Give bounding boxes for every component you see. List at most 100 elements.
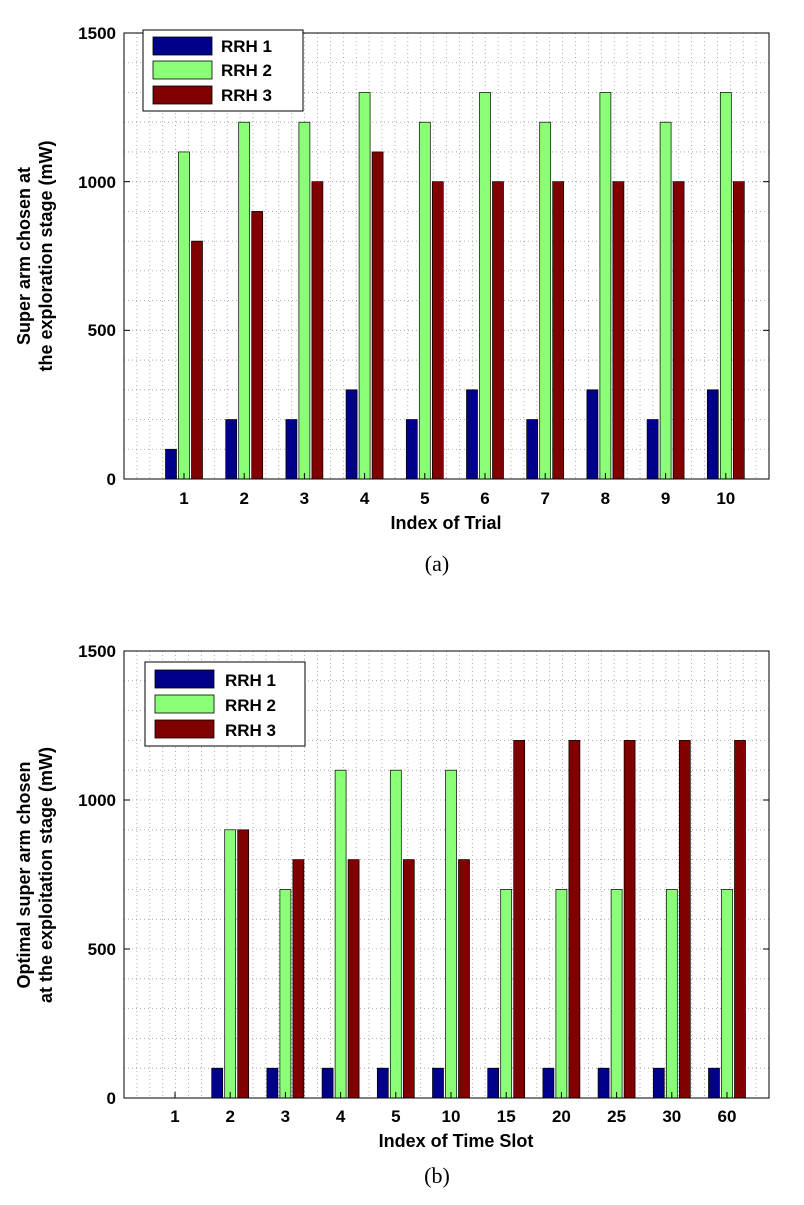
chart-a-legend-label-rrh2: RRH 2 (221, 61, 272, 80)
chart-a-y-tick-0: 0 (107, 470, 116, 489)
chart-a-bar-rrh1-10 (706, 389, 719, 480)
chart-b-y-axis-label-line1: Optimal super arm chosen (14, 761, 34, 988)
chart-a-x-ticklabel-10: 10 (716, 489, 735, 508)
chart-b-bar-rrh3-4 (347, 859, 360, 1099)
chart-b-y-tick-1500: 1500 (78, 642, 116, 661)
chart-b-legend-label-rrh3: RRH 3 (225, 721, 276, 740)
chart-a-x-ticklabel-6: 6 (480, 489, 489, 508)
chart-b-x-ticklabel-2: 2 (225, 1107, 234, 1126)
chart-b-x-ticklabel-3: 3 (281, 1107, 290, 1126)
chart-b-bar-rrh3-3 (292, 859, 305, 1099)
chart-b-x-ticklabel-15: 15 (497, 1107, 516, 1126)
chart-b-legend-swatch-rrh1 (154, 669, 215, 689)
chart-a-x-ticklabel-2: 2 (239, 489, 248, 508)
chart-a-bar-rrh1-6 (466, 389, 478, 480)
chart-a-bar-rrh2-3 (298, 121, 311, 480)
chart-b-bars (211, 740, 746, 1099)
chart-a-x-ticklabel-1: 1 (179, 489, 188, 508)
chart-a-x-axis-label: Index of Trial (390, 513, 501, 533)
chart-b-x-ticklabel-1: 1 (170, 1107, 179, 1126)
chart-b-bar-rrh2-25 (610, 889, 623, 1099)
chart-b-bar-rrh3-15 (513, 740, 526, 1099)
chart-a-bar-rrh2-1 (178, 151, 190, 480)
chart-b-plot-frame (123, 650, 770, 1099)
chart-a-x-ticklabel-5: 5 (420, 489, 429, 508)
chart-b-y-tick-1000: 1000 (78, 791, 116, 810)
chart-b-bar-rrh1-15 (487, 1067, 500, 1099)
chart-b-y-tick-0: 0 (107, 1089, 116, 1108)
chart-b-bar-rrh1-2 (211, 1067, 224, 1099)
chart-a-bar-rrh1-8 (586, 389, 599, 480)
chart-b-bar-rrh3-10 (458, 859, 470, 1099)
chart-a-bar-rrh1-3 (285, 419, 298, 480)
chart-b-bar-rrh2-3 (279, 889, 292, 1099)
chart-a-bar-rrh2-9 (659, 121, 672, 480)
chart-a-bar-rrh2-7 (539, 121, 552, 480)
chart-a-legend-swatch-rrh3 (152, 85, 213, 105)
chart-a-x-ticklabel-4: 4 (360, 489, 370, 508)
chart-b-legend-swatch-rrh3 (154, 719, 215, 739)
chart-b-bar-rrh1-10 (432, 1067, 444, 1099)
chart-b-bar-rrh1-25 (597, 1067, 610, 1099)
chart-a-bar-rrh3-7 (552, 181, 565, 480)
chart-b-bar-rrh1-3 (266, 1067, 279, 1099)
chart-a-bar-rrh3-8 (612, 181, 625, 480)
chart-b-y-axis-label-line2: at the exploitation stage (mW) (36, 747, 56, 1003)
chart-a-legend-swatch-rrh1 (152, 36, 213, 56)
chart-a-legend: RRH 1 RRH 2 RRH 3 (142, 29, 304, 112)
chart-a-bar-rrh1-1 (165, 448, 177, 480)
chart-b-x-ticklabel-5: 5 (391, 1107, 400, 1126)
chart-b-legend-swatch-rrh2 (154, 694, 215, 714)
chart-b-bar-rrh2-4 (334, 769, 347, 1099)
chart-a-y-tick-1000: 1000 (78, 173, 116, 192)
chart-b-bar-rrh1-60 (708, 1067, 720, 1099)
chart-b-bar-rrh1-20 (542, 1067, 555, 1099)
chart-b-x-ticklabel-25: 25 (607, 1107, 626, 1126)
chart-a-bar-rrh2-8 (599, 92, 612, 480)
chart-a-legend-swatch-rrh2 (152, 60, 213, 80)
chart-b-ticks (124, 650, 769, 1099)
chart-a-bar-rrh3-2 (251, 211, 264, 480)
chart-a-bar-rrh2-2 (238, 121, 251, 480)
chart-b-x-ticklabel-60: 60 (718, 1107, 737, 1126)
chart-b-bar-rrh3-60 (734, 740, 746, 1099)
chart-a-bar-rrh1-4 (345, 389, 358, 480)
chart-a-legend-label-rrh1: RRH 1 (221, 37, 272, 56)
chart-a-y-tick-1500: 1500 (78, 24, 116, 43)
chart-b-x-ticklabel-10: 10 (442, 1107, 461, 1126)
chart-b-bar-rrh3-5 (402, 859, 415, 1099)
chart-a-bar-rrh3-4 (371, 151, 384, 480)
chart-b-bar-rrh3-25 (623, 740, 636, 1099)
chart-a-bar-rrh2-10 (719, 92, 732, 480)
chart-b-bar-rrh1-4 (321, 1067, 334, 1099)
chart-b-legend-label-rrh2: RRH 2 (225, 696, 276, 715)
chart-b-bar-rrh3-30 (678, 740, 691, 1099)
chart-a-x-ticklabel-7: 7 (540, 489, 549, 508)
chart-a-bar-rrh3-9 (672, 181, 685, 480)
chart-a-x-ticklabel-9: 9 (661, 489, 670, 508)
chart-a-x-ticklabels: 1 2 3 4 5 6 7 8 9 10 (179, 489, 735, 508)
chart-a-bar-rrh3-1 (191, 240, 203, 480)
chart-b: 0 500 1000 1500 1 2 3 4 5 10 15 20 25 30 60 Index … (14, 642, 770, 1188)
chart-b-bar-rrh2-5 (389, 769, 402, 1099)
chart-b-y-tick-500: 500 (88, 940, 116, 959)
chart-b-bar-rrh3-20 (568, 740, 581, 1099)
chart-a-bar-rrh3-3 (311, 181, 324, 480)
chart-b-x-ticklabels: 1 2 3 4 5 10 15 20 25 30 60 (170, 1107, 736, 1126)
chart-b-legend: RRH 1 RRH 2 RRH 3 (144, 661, 306, 747)
chart-a-bar-rrh2-5 (418, 121, 431, 480)
chart-a-bar-rrh2-6 (479, 92, 491, 480)
chart-b-bar-rrh1-5 (376, 1067, 389, 1099)
chart-a-bar-rrh3-10 (732, 181, 745, 480)
chart-a-bar-rrh1-9 (646, 419, 659, 480)
chart-a-bar-rrh3-5 (431, 181, 444, 480)
chart-b-bar-rrh1-30 (652, 1067, 665, 1099)
chart-a-bar-rrh1-5 (405, 419, 418, 480)
chart-b-bar-rrh2-60 (721, 889, 733, 1099)
chart-a-bar-rrh2-4 (358, 92, 371, 480)
chart-b-bar-rrh2-30 (665, 889, 678, 1099)
chart-a-bar-rrh3-6 (492, 181, 504, 480)
chart-a-ticks (124, 32, 769, 480)
chart-b-x-ticklabel-4: 4 (336, 1107, 346, 1126)
chart-b-bar-rrh2-2 (224, 829, 237, 1099)
